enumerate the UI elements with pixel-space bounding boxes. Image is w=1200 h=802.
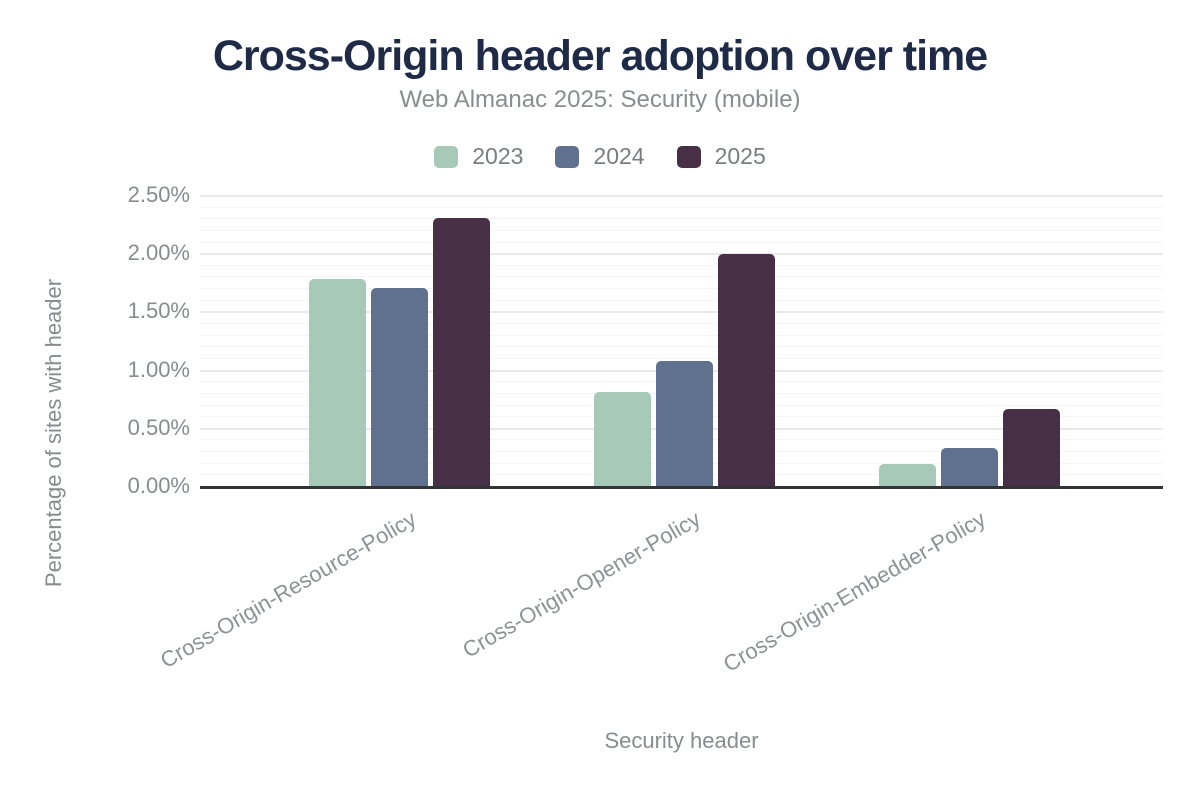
y-axis-tick-label: 2.00% bbox=[127, 240, 190, 266]
bar-2025-cross-origin-opener-policy[interactable] bbox=[718, 254, 775, 486]
x-axis-category-label: Cross-Origin-Embedder-Policy bbox=[719, 506, 990, 677]
minor-gridline bbox=[200, 206, 1163, 208]
minor-gridline bbox=[200, 357, 1163, 359]
x-axis-category-label: Cross-Origin-Resource-Policy bbox=[155, 506, 420, 674]
minor-gridline bbox=[200, 218, 1163, 220]
chart-title: Cross-Origin header adoption over time bbox=[212, 32, 988, 80]
chart-legend: 2023 2024 2025 bbox=[0, 143, 1200, 170]
minor-gridline bbox=[200, 323, 1163, 325]
legend-label: 2023 bbox=[472, 143, 524, 169]
bar-2024-cross-origin-embedder-policy[interactable] bbox=[941, 448, 998, 486]
minor-gridline bbox=[200, 288, 1163, 290]
bar-group-cross-origin-opener-policy bbox=[594, 254, 775, 486]
y-axis-tick-label: 1.50% bbox=[127, 298, 190, 324]
x-axis-category-label: Cross-Origin-Opener-Policy bbox=[458, 506, 705, 663]
legend-swatch-2024 bbox=[555, 145, 580, 168]
x-axis-title: Security header bbox=[604, 728, 759, 753]
legend-swatch-2023 bbox=[434, 145, 459, 168]
minor-gridline bbox=[200, 299, 1163, 301]
y-axis-tick-label: 0.50% bbox=[127, 414, 190, 440]
minor-gridline bbox=[200, 276, 1163, 278]
bar-2023-cross-origin-resource-policy[interactable] bbox=[309, 279, 366, 486]
bar-2025-cross-origin-embedder-policy[interactable] bbox=[1003, 409, 1060, 486]
x-axis-line bbox=[200, 486, 1163, 489]
minor-gridline bbox=[200, 334, 1163, 336]
major-gridline bbox=[200, 253, 1163, 256]
bar-group-cross-origin-embedder-policy bbox=[879, 409, 1060, 486]
legend-label: 2025 bbox=[714, 143, 766, 169]
bar-2024-cross-origin-opener-policy[interactable] bbox=[656, 361, 713, 486]
y-axis-tick-label: 2.50% bbox=[127, 182, 190, 207]
chart-subtitle: Web Almanac 2025: Security (mobile) bbox=[399, 86, 801, 113]
legend-swatch-2025 bbox=[676, 145, 701, 168]
minor-gridline bbox=[200, 346, 1163, 348]
legend-label: 2024 bbox=[593, 143, 645, 169]
legend-item-2024[interactable]: 2024 bbox=[555, 143, 645, 170]
legend-item-2025[interactable]: 2025 bbox=[676, 143, 766, 170]
minor-gridline bbox=[200, 241, 1163, 243]
major-gridline bbox=[200, 311, 1163, 314]
y-axis-tick-label: 1.00% bbox=[127, 356, 190, 382]
bar-2023-cross-origin-opener-policy[interactable] bbox=[594, 392, 651, 486]
bar-2023-cross-origin-embedder-policy[interactable] bbox=[879, 464, 936, 486]
y-axis-tick-label: 0.00% bbox=[127, 473, 190, 498]
plot-area bbox=[200, 195, 1163, 489]
minor-gridline bbox=[200, 229, 1163, 231]
major-gridline bbox=[200, 195, 1163, 197]
bar-2025-cross-origin-resource-policy[interactable] bbox=[433, 218, 490, 486]
legend-item-2023[interactable]: 2023 bbox=[434, 143, 523, 170]
bar-2024-cross-origin-resource-policy[interactable] bbox=[371, 288, 428, 486]
bar-group-cross-origin-resource-policy bbox=[309, 218, 490, 486]
minor-gridline bbox=[200, 264, 1163, 266]
